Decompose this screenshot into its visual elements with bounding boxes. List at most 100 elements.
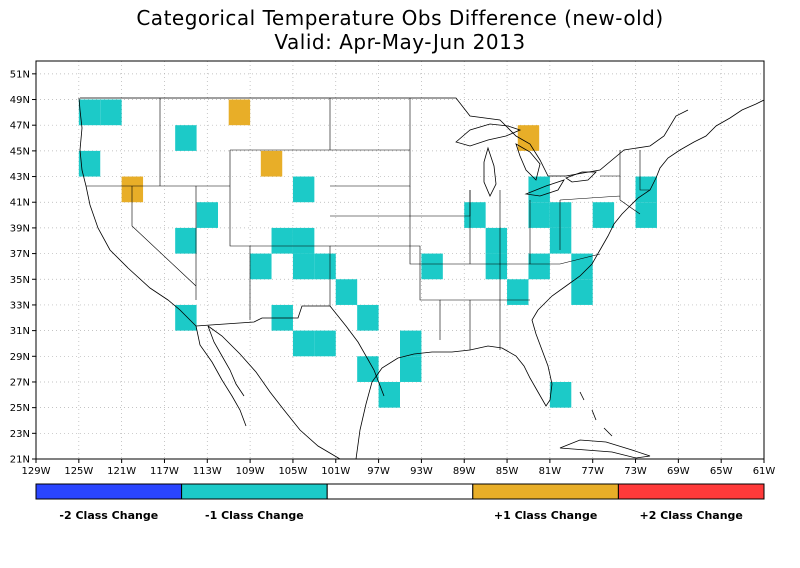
- x-tick-label: 65W: [710, 466, 733, 477]
- legend-swatch: [472, 483, 619, 500]
- y-tick-label: 31N: [10, 326, 30, 337]
- x-tick-label: 93W: [410, 466, 433, 477]
- cell-minus1: [549, 381, 572, 408]
- x-tick-label: 73W: [624, 466, 647, 477]
- cell-plus1: [121, 176, 144, 203]
- cell-minus1: [421, 253, 443, 280]
- lake-michigan: [483, 146, 497, 197]
- legend-swatch: [617, 483, 765, 500]
- cell-minus1: [314, 330, 336, 357]
- y-tick-label: 23N: [10, 429, 30, 440]
- legend-swatch: [181, 483, 328, 500]
- x-tick-label: 129W: [22, 466, 51, 477]
- cell-minus1: [635, 202, 657, 228]
- cell-minus1: [175, 304, 197, 331]
- cell-minus1: [78, 150, 101, 177]
- cell-minus1: [592, 202, 615, 228]
- y-tick-label: 25N: [10, 403, 30, 414]
- cell-minus1: [314, 253, 336, 280]
- border-canada: [80, 97, 689, 177]
- cell-minus1: [292, 227, 315, 254]
- cell-minus1: [250, 253, 272, 280]
- cell-minus1: [357, 304, 379, 331]
- island-bahamas: [579, 391, 613, 437]
- state-boundaries: [86, 98, 650, 350]
- y-tick-label: 41N: [10, 198, 30, 209]
- cell-minus1: [507, 279, 529, 305]
- legend-swatch: [326, 483, 474, 500]
- cell-minus1: [464, 202, 486, 228]
- x-tick-label: 69W: [667, 466, 690, 477]
- map-subtitle: Valid: Apr-May-Jun 2013: [274, 30, 526, 54]
- legend-swatch: [35, 483, 183, 500]
- cell-plus1: [260, 150, 283, 177]
- y-axis-ticks: 21N 23N 25N 27N 29N 31N 33N 35N 37N 39N 41N 43N 45N 4…: [10, 69, 36, 466]
- cell-minus1: [335, 279, 358, 305]
- x-tick-label: 101W: [321, 466, 350, 477]
- x-tick-label: 117W: [150, 466, 179, 477]
- lake-superior: [455, 123, 522, 147]
- cell-minus1: [196, 202, 218, 228]
- y-tick-label: 21N: [10, 455, 30, 466]
- cell-minus1: [485, 253, 508, 280]
- cell-minus1: [378, 381, 400, 408]
- map-title: Categorical Temperature Obs Difference (…: [136, 6, 664, 30]
- lake-erie: [524, 179, 565, 197]
- cell-minus1: [528, 253, 550, 280]
- y-tick-label: 27N: [10, 377, 30, 388]
- y-tick-label: 47N: [10, 121, 30, 132]
- cell-minus1: [175, 125, 197, 151]
- coastline-gulf: [355, 309, 553, 459]
- island-cuba: [559, 439, 651, 459]
- y-tick-label: 35N: [10, 275, 30, 286]
- cell-minus1: [292, 253, 315, 280]
- cell-minus1: [78, 99, 101, 126]
- coastline-west: [78, 97, 197, 327]
- x-tick-label: 85W: [496, 466, 519, 477]
- x-tick-label: 105W: [278, 466, 307, 477]
- plot-border: [35, 60, 765, 460]
- grid-cells: [78, 99, 657, 408]
- x-tick-label: 97W: [367, 466, 390, 477]
- x-tick-label: 113W: [193, 466, 222, 477]
- y-tick-label: 33N: [10, 300, 30, 311]
- legend-label: +2 Class Change: [640, 509, 743, 522]
- lake-huron: [515, 143, 541, 181]
- y-tick-label: 29N: [10, 352, 30, 363]
- cell-minus1: [400, 356, 422, 382]
- legend-label: +1 Class Change: [494, 509, 597, 522]
- x-tick-label: 109W: [236, 466, 265, 477]
- x-axis-ticks: 129W 125W 121W 117W 113W 109W 105W 101W 97W 93W 89…: [22, 459, 775, 477]
- cell-minus1: [528, 202, 550, 228]
- y-tick-label: 51N: [10, 69, 30, 80]
- y-tick-label: 37N: [10, 249, 30, 260]
- cell-plus1: [228, 99, 251, 126]
- legend: -2 Class Change -1 Class Change +1 Class C…: [35, 483, 765, 522]
- x-tick-label: 81W: [539, 466, 562, 477]
- coastline-baja: [195, 325, 247, 427]
- y-tick-label: 39N: [10, 223, 30, 234]
- lake-ontario: [565, 171, 597, 183]
- legend-label: -1 Class Change: [205, 509, 304, 522]
- cell-minus1: [400, 330, 422, 357]
- y-tick-label: 49N: [10, 95, 30, 106]
- y-tick-label: 43N: [10, 172, 30, 183]
- cell-minus1: [175, 227, 197, 254]
- cell-plus1: [517, 125, 540, 151]
- cell-minus1: [100, 99, 122, 126]
- cell-minus1: [292, 330, 315, 357]
- x-tick-label: 77W: [581, 466, 604, 477]
- cell-minus1: [271, 227, 293, 254]
- coastline-mexico-pacific: [207, 325, 341, 459]
- cell-minus1: [528, 176, 550, 203]
- cell-minus1: [549, 227, 572, 254]
- cell-minus1: [357, 356, 379, 382]
- x-tick-label: 125W: [64, 466, 93, 477]
- legend-label: -2 Class Change: [59, 509, 158, 522]
- border-mexico: [195, 305, 385, 397]
- y-tick-label: 45N: [10, 146, 30, 157]
- basemap-outlines: [78, 97, 764, 459]
- x-tick-label: 121W: [107, 466, 136, 477]
- cell-minus1: [485, 227, 508, 254]
